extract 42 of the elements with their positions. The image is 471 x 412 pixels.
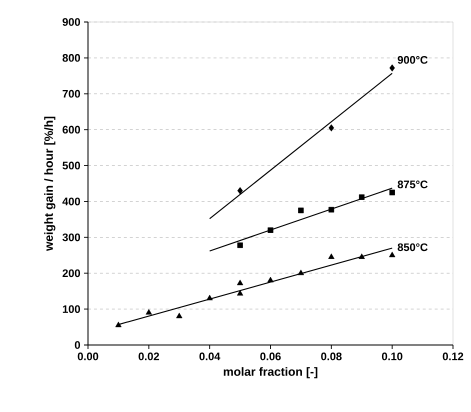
point (328, 124, 334, 132)
y-tick-label: 400 (62, 198, 80, 206)
y-tick-label: 300 (62, 233, 80, 242)
y-tick-label: 500 (62, 162, 80, 170)
x-tick-label: 0.08 (321, 352, 342, 360)
x-tick-label: 0.06 (260, 352, 281, 360)
point (267, 276, 274, 282)
point (236, 290, 244, 296)
x-tick-label: 0.04 (199, 352, 220, 360)
x-axis-title: molar fraction [-] (224, 367, 318, 378)
y-tick-label: 600 (62, 126, 80, 134)
series-label: 900°C (398, 56, 428, 64)
point (328, 253, 334, 259)
point (237, 187, 243, 194)
point (389, 64, 395, 72)
point (176, 312, 182, 318)
point (268, 227, 274, 233)
point (389, 190, 395, 196)
point (328, 206, 334, 212)
point (115, 322, 122, 328)
y-tick-label: 900 (62, 18, 80, 26)
point (358, 253, 365, 259)
point (206, 294, 213, 300)
y-tick-label: 100 (62, 305, 80, 313)
point (358, 194, 365, 200)
y-tick-label: 700 (62, 90, 80, 98)
y-tick-label: 0 (74, 341, 80, 349)
y-axis-title: weight gain / hour [%/h] (44, 116, 56, 251)
point (236, 280, 244, 286)
series-label: 875°C (398, 180, 428, 188)
series-label: 850°C (398, 243, 428, 252)
y-tick-label: 800 (62, 54, 80, 62)
x-tick-label: 0.10 (382, 352, 402, 360)
x-tick-label: 0.02 (138, 352, 160, 360)
x-tick-label: 0.00 (78, 352, 98, 360)
point (389, 252, 396, 258)
point (237, 242, 243, 248)
point (146, 309, 152, 315)
y-tick-label: 200 (62, 269, 80, 278)
x-tick-label: 0.12 (442, 352, 464, 360)
point (298, 270, 304, 276)
point (298, 208, 304, 214)
